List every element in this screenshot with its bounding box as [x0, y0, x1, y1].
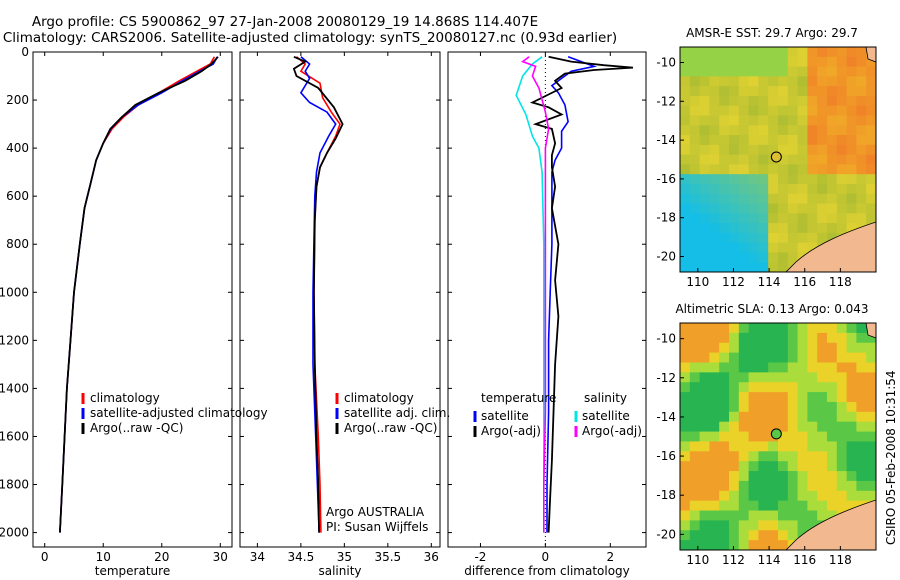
x-axis-label: salinity — [318, 564, 361, 578]
legend-label: Argo(-adj) — [582, 424, 642, 438]
y-tick-label: 1800 — [0, 478, 29, 492]
x-tick-label: 116 — [793, 275, 816, 289]
argo-position-marker — [770, 151, 782, 163]
series-line-temperature-argo-adj- — [529, 55, 634, 533]
x-axis-label: temperature — [95, 564, 170, 578]
y-tick-label: -14 — [656, 410, 676, 424]
y-tick-label: -18 — [656, 488, 676, 502]
y-tick-label: -18 — [656, 211, 676, 225]
y-tick-label: 0 — [21, 45, 29, 59]
legend-label: climatology — [344, 391, 414, 405]
x-tick-label: 2 — [606, 550, 614, 564]
legend-label: Argo(..raw -QC) — [344, 421, 437, 435]
axes-frame — [239, 51, 441, 548]
x-tick-label: 112 — [722, 275, 745, 289]
x-tick-label: 35.5 — [374, 550, 401, 564]
x-tick-label: 36 — [424, 550, 439, 564]
y-tick-label: -12 — [656, 371, 676, 385]
legend-title: salinity — [584, 391, 627, 405]
temperature-profile-panel: 0 10 20 30 0 200 400 600 800 1000 1200 1400 1600 1800… — [0, 45, 268, 578]
y-tick-label: 200 — [6, 93, 29, 107]
annotation-text: Argo AUSTRALIA — [326, 505, 425, 519]
legend-label: Argo(-adj) — [481, 424, 541, 438]
map-field — [680, 47, 876, 272]
x-tick-label: 110 — [686, 553, 709, 567]
y-tick-label: 1000 — [0, 285, 29, 299]
map-field — [680, 323, 876, 550]
legend-label: Argo(..raw -QC) — [90, 421, 183, 435]
salinity-profile-panel: 34 34.5 35 35.5 36 salinity climatologysatelli… — [239, 51, 450, 578]
y-tick-label: -10 — [656, 332, 676, 346]
x-tick-label: 34 — [250, 550, 265, 564]
map-frame — [679, 322, 877, 551]
series-line-temperature-satellite — [546, 56, 597, 533]
y-tick-label: -16 — [656, 449, 676, 463]
series-line-climatology — [59, 56, 216, 533]
x-tick-label: 110 — [686, 275, 709, 289]
map-title: Altimetric SLA: 0.13 Argo: 0.043 — [675, 302, 868, 316]
x-tick-label: 118 — [829, 275, 852, 289]
sst-map-panel: 110 112 114 116 118 -10 -12 -14 -16 -18 -20 AMSR-E … — [656, 26, 877, 289]
map-frame — [679, 46, 877, 273]
legend-title: temperature — [481, 391, 556, 405]
legend-label: satellite — [481, 409, 529, 423]
x-tick-label: 20 — [154, 550, 169, 564]
y-tick-label: 1200 — [0, 333, 29, 347]
figure-title-line1: Argo profile: CS 5900862_97 27-Jan-2008 … — [31, 14, 539, 30]
x-tick-label: 0 — [542, 550, 550, 564]
y-tick-label: 2000 — [0, 526, 29, 540]
legend-label: satellite adj. clim. — [344, 406, 450, 420]
y-tick-label: -16 — [656, 172, 676, 186]
axes-frame — [447, 51, 647, 548]
series-line-argo-raw-qc- — [292, 55, 344, 533]
coastline-land — [785, 499, 876, 550]
x-tick-label: 114 — [758, 275, 781, 289]
argo-position-marker — [770, 428, 782, 440]
series-line-salinity-argo-adj- — [521, 56, 550, 533]
x-axis-label: difference from climatology — [464, 564, 630, 578]
series-line-argo-raw-qc- — [59, 56, 219, 533]
y-tick-label: -20 — [656, 527, 676, 541]
x-tick-label: 10 — [96, 550, 111, 564]
x-tick-label: 34.5 — [288, 550, 315, 564]
legend-label: climatology — [90, 391, 160, 405]
legend-label: satellite-adjusted climatology — [90, 406, 268, 420]
y-tick-label: 400 — [6, 141, 29, 155]
map-title: AMSR-E SST: 29.7 Argo: 29.7 — [686, 26, 858, 40]
x-tick-label: 35 — [337, 550, 352, 564]
y-tick-label: -12 — [656, 94, 676, 108]
credit-timestamp: CSIRO 05-Feb-2008 10:31:54 — [884, 370, 898, 545]
y-tick-label: 1400 — [0, 381, 29, 395]
series-line-satellite-adj-clim- — [299, 56, 337, 533]
y-tick-label: 600 — [6, 189, 29, 203]
legend-label: satellite — [582, 409, 630, 423]
x-tick-label: 118 — [829, 553, 852, 567]
x-tick-label: 112 — [722, 553, 745, 567]
x-tick-label: 116 — [793, 553, 816, 567]
y-tick-label: -14 — [656, 133, 676, 147]
y-tick-label: -20 — [656, 249, 676, 263]
axes-frame — [32, 51, 233, 548]
figure-title-line2: Climatology: CARS2006. Satellite-adjuste… — [2, 30, 618, 46]
y-tick-label: 1600 — [0, 429, 29, 443]
series-line-salinity-satellite — [515, 56, 545, 533]
x-tick-label: 0 — [41, 550, 49, 564]
series-line-satellite-adjusted-climatology — [59, 56, 219, 533]
x-tick-label: 30 — [213, 550, 228, 564]
sla-map-panel: 110 112 114 116 118 -10 -12 -14 -16 -18 -20 Altimet… — [656, 302, 877, 567]
coastline-land — [785, 221, 876, 272]
y-tick-label: 800 — [6, 237, 29, 251]
x-tick-label: -2 — [474, 550, 486, 564]
y-tick-label: -10 — [656, 56, 676, 70]
x-tick-label: 114 — [758, 553, 781, 567]
annotation-text: PI: Susan Wijffels — [326, 520, 428, 534]
